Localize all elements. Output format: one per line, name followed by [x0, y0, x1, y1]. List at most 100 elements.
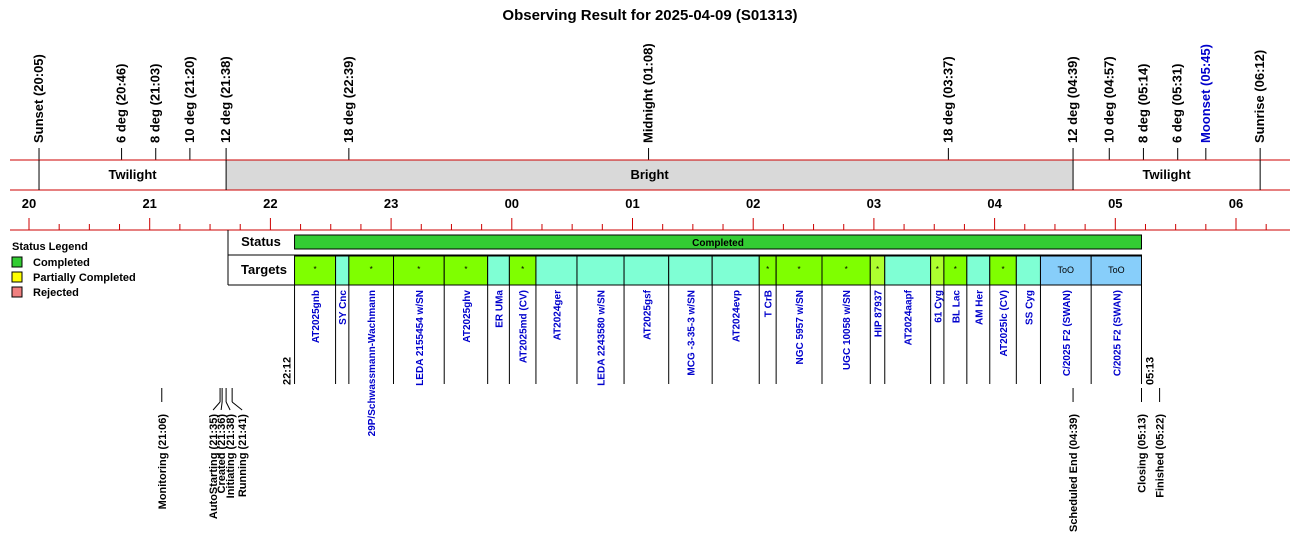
target-block [1015, 255, 1041, 286]
hour-label: 20 [22, 196, 36, 211]
target-block [443, 255, 489, 286]
status-legend: Status Legend Completed Partially Complete… [11, 241, 136, 299]
hour-label: 06 [1229, 196, 1243, 211]
milestone-label: Initiating (21:38) [225, 414, 237, 499]
hour-label: 00 [505, 196, 519, 211]
target-name: C/2025 F2 (SWAN) [1112, 290, 1123, 376]
status-bar-group: Completed [227, 230, 1142, 286]
legend-swatch [11, 286, 23, 298]
row-headers: Status Targets [241, 234, 287, 277]
targets-row-label: Targets [241, 262, 287, 277]
target-name: AT2025md (CV) [519, 290, 530, 363]
target-mark: * [417, 265, 420, 274]
hour-label: 03 [867, 196, 881, 211]
phase-label: Twilight [1143, 167, 1192, 182]
target-name: LEDA 2243580 w/SN [597, 290, 608, 386]
target-name: AT2024aapf [904, 289, 915, 345]
target-name: AT2024ger [552, 290, 563, 341]
target-mark: * [1001, 265, 1004, 274]
target-mark: * [845, 265, 848, 274]
target-mark: ToO [1108, 265, 1125, 275]
phase-region [1073, 160, 1261, 190]
milestone-label: Closing (05:13) [1136, 414, 1148, 493]
target-mark: * [766, 265, 769, 274]
target-blocks: * AT2025gnb SY Cnc * 29P/Schwassmann-Wachman… [282, 255, 1156, 436]
hour-label: 22 [263, 196, 277, 211]
target-name: AT2025ghv [462, 290, 473, 343]
hour-label: 04 [987, 196, 1002, 211]
legend-label: Completed [33, 257, 90, 269]
target-mark: * [954, 265, 957, 274]
target-block [294, 255, 337, 286]
target-block [1039, 255, 1092, 286]
target-name: ER UMa [495, 290, 506, 328]
target-block [393, 255, 445, 286]
hour-label: 01 [625, 196, 639, 211]
event-markers: Sunset (20:05) 6 deg (20:46) 8 deg (21:03)… [31, 43, 1267, 160]
target-block [623, 255, 670, 286]
target-mark: * [936, 265, 939, 274]
target-name: MCG -3-35-3 w/SN [686, 290, 697, 376]
end-time-label: 05:13 [1144, 357, 1156, 385]
milestone-markers: Monitoring (21:06) AutoStarting (21:35)Cr… [157, 388, 1167, 532]
target-block [821, 255, 871, 286]
milestone-connector [231, 401, 243, 411]
milestone-label: Created (21:36) [216, 414, 228, 494]
target-name: NGC 5957 w/SN [795, 290, 806, 364]
status-bar-label: Completed [692, 238, 744, 249]
phase-label: Bright [630, 167, 669, 182]
diagram-title: Observing Result for 2025-04-09 (S01313) [502, 7, 797, 24]
target-name: UGC 10058 w/SN [842, 290, 853, 370]
hour-label: 05 [1108, 196, 1122, 211]
milestone-connector [212, 401, 221, 411]
target-name: HIP 87937 [874, 290, 885, 338]
milestone-label: Monitoring (21:06) [157, 414, 169, 510]
event-label: Sunset (20:05) [31, 54, 46, 143]
hour-label: 23 [384, 196, 398, 211]
event-label: 10 deg (04:57) [1101, 56, 1116, 143]
hour-axis: 20 21 22 23 00 01 02 03 04 05 06 [10, 196, 1290, 231]
event-label: Midnight (01:08) [641, 43, 656, 143]
milestone-connector [225, 401, 231, 411]
phase-label: Twilight [108, 167, 157, 182]
milestone-label: Finished (05:22) [1155, 414, 1167, 498]
milestone-connector [220, 401, 223, 411]
target-mark: * [798, 265, 801, 274]
event-label: 18 deg (03:37) [940, 56, 955, 143]
target-name: 29P/Schwassmann-Wachmann [367, 290, 378, 436]
target-name: LEDA 2155454 w/SN [415, 290, 426, 386]
target-block [966, 255, 991, 286]
target-block [348, 255, 395, 286]
event-label: 10 deg (21:20) [182, 56, 197, 143]
target-mark: * [876, 265, 879, 274]
target-name: BL Lac [951, 290, 962, 324]
target-name: SS Cyg [1024, 290, 1035, 325]
target-block [711, 255, 760, 286]
legend-title: Status Legend [12, 241, 88, 253]
target-mark: * [370, 265, 373, 274]
event-label: 12 deg (21:38) [218, 56, 233, 143]
target-name: AT2024evp [732, 290, 743, 342]
hour-label: 21 [142, 196, 156, 211]
status-bar [294, 234, 1142, 250]
event-label: Sunrise (06:12) [1252, 50, 1267, 143]
status-row-label: Status [241, 234, 281, 249]
target-name: AT2025lc (CV) [999, 290, 1010, 357]
target-block [884, 255, 932, 286]
event-label: 8 deg (05:14) [1135, 64, 1150, 143]
target-mark: * [313, 265, 316, 274]
legend-label: Partially Completed [33, 272, 136, 284]
hour-label: 02 [746, 196, 760, 211]
target-name: AM Her [974, 290, 985, 325]
target-name: 61 Cyg [933, 290, 944, 323]
phase-band: Twilight Bright Twilight [10, 159, 1290, 191]
event-label: 6 deg (05:31) [1170, 64, 1185, 143]
target-mark: ToO [1058, 265, 1075, 275]
target-block [775, 255, 823, 286]
legend-swatch [11, 271, 23, 283]
target-block [576, 255, 625, 286]
target-name: AT2025gnb [311, 290, 322, 343]
legend-swatch [11, 256, 23, 268]
target-block [1090, 255, 1142, 286]
